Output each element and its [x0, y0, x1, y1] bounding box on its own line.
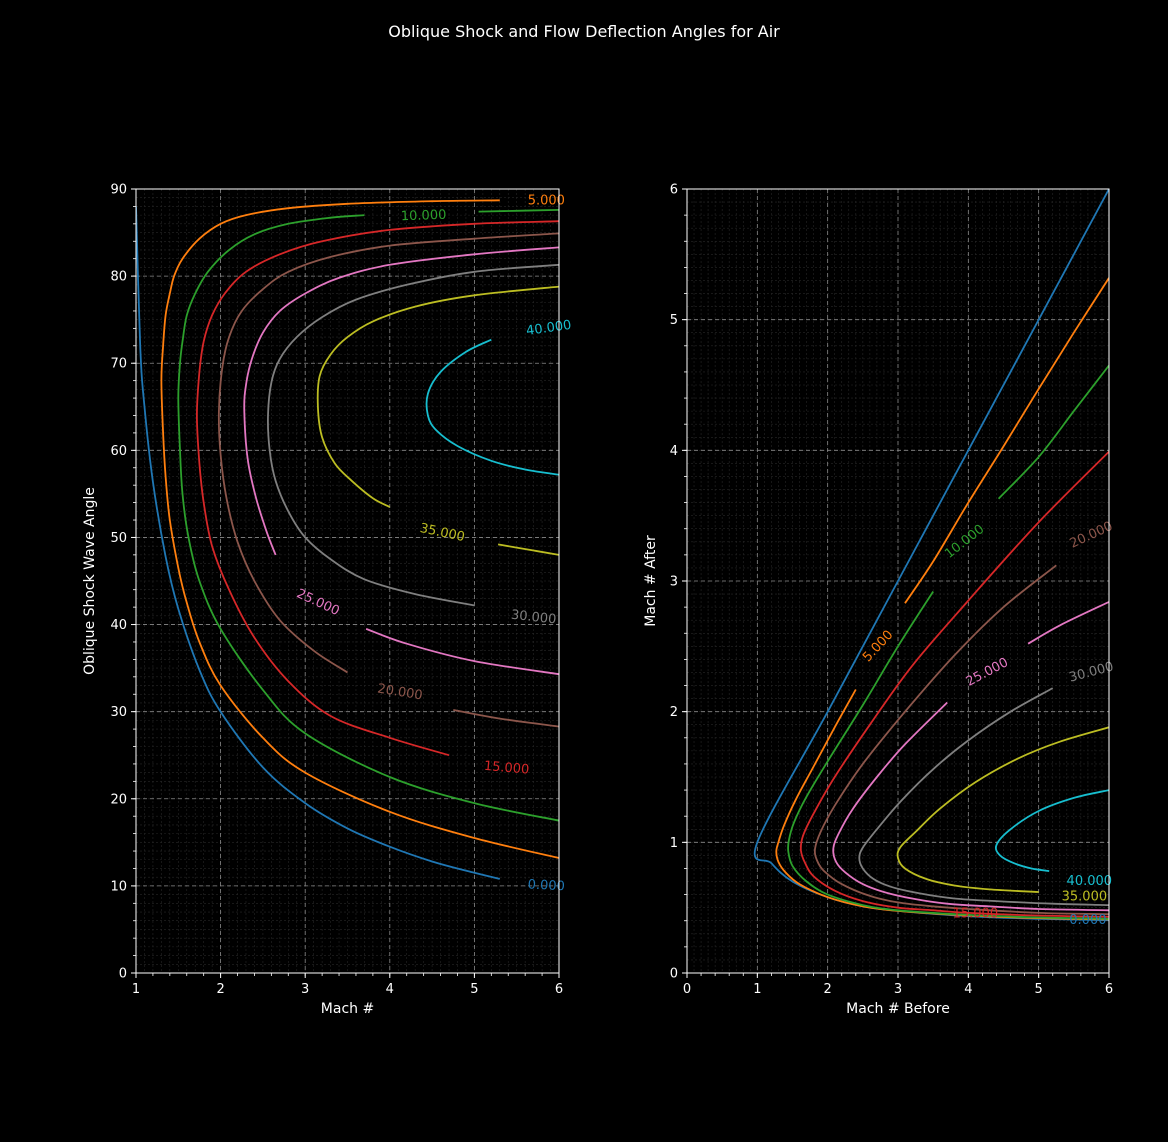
- contour-line-35.000-lower: [497, 543, 559, 556]
- contour-label-35.000: 35.000: [1062, 890, 1108, 905]
- figure-title: Oblique Shock and Flow Deflection Angles…: [388, 22, 780, 41]
- shock-angle-chart: 1 2 3 4 5 601020304050607080900.0005.00010.00…: [82, 183, 572, 1018]
- x-tick-label: 5: [1035, 982, 1043, 997]
- x-tick-label: 2: [824, 982, 832, 997]
- x-tick-label: 2: [216, 982, 224, 997]
- y-tick-label: 6: [670, 183, 678, 198]
- contour-label-15.000: 15.000: [953, 907, 999, 922]
- y-tick-label: 4: [670, 444, 678, 459]
- mach-after-chart: 0 1 2 3 4 5 601234560.0005.00010.00015.00020.0…: [643, 183, 1115, 1018]
- contour-line-10.000-upper: [478, 209, 559, 213]
- contour-line-5.000: [160, 199, 559, 859]
- contour-label-10.000: 10.000: [401, 208, 447, 225]
- plot-frame: [686, 188, 1110, 974]
- series-group: [136, 199, 559, 880]
- x-tick-label: 3: [894, 982, 902, 997]
- x-axis-label: Mach # Before: [846, 1001, 950, 1017]
- x-tick-label: 5: [470, 982, 478, 997]
- series-group: [753, 189, 1109, 922]
- y-axis-label: Oblique Shock Wave Angle: [82, 487, 98, 675]
- y-tick-label: 2: [670, 705, 678, 720]
- y-tick-label: 80: [110, 270, 127, 285]
- contour-line-15.000: [195, 220, 559, 757]
- contour-line-25.000-upper: [1027, 601, 1109, 645]
- contour-line-30.000: [858, 687, 1109, 906]
- x-tick-label: 0: [683, 982, 691, 997]
- x-tick-label: 1: [132, 982, 140, 997]
- y-tick-label: 10: [110, 879, 127, 894]
- y-tick-label: 30: [110, 705, 127, 720]
- contour-line-20.000: [813, 564, 1109, 916]
- contour-label-15.000: 15.000: [483, 759, 530, 778]
- contour-label-30.000: 30.000: [510, 608, 557, 628]
- y-tick-label: 40: [110, 618, 127, 633]
- contour-line-25.000-lower: [365, 628, 559, 676]
- contour-line-40.000: [994, 789, 1109, 872]
- contour-line-25.000: [243, 246, 559, 556]
- y-tick-label: 0: [119, 967, 127, 982]
- y-tick-label: 1: [670, 836, 678, 851]
- contour-line-0.000: [136, 206, 501, 880]
- x-tick-label: 4: [964, 982, 972, 997]
- contour-line-10.000-lower: [787, 591, 1109, 920]
- plot-frame: [135, 188, 560, 974]
- contour-label-40.000: 40.000: [1067, 874, 1113, 889]
- y-tick-label: 5: [670, 313, 678, 328]
- contour-line-25.000: [832, 701, 1109, 912]
- contour-line-20.000: [217, 232, 559, 674]
- y-tick-label: 3: [670, 575, 678, 590]
- contour-line-10.000: [177, 214, 559, 822]
- contour-line-20.000-lower: [453, 709, 559, 728]
- contour-label-5.000: 5.000: [528, 194, 565, 209]
- contour-label-40.000: 40.000: [525, 318, 572, 339]
- contour-line-35.000: [896, 726, 1109, 893]
- x-tick-label: 1: [753, 982, 761, 997]
- contour-label-20.000: 20.000: [376, 682, 423, 704]
- x-tick-label: 3: [301, 982, 309, 997]
- contour-line-35.000: [316, 285, 559, 508]
- y-tick-label: 20: [110, 792, 127, 807]
- y-tick-label: 0: [670, 967, 678, 982]
- contour-line-30.000: [267, 263, 559, 607]
- x-tick-label: 4: [386, 982, 394, 997]
- y-tick-label: 70: [110, 357, 127, 372]
- y-tick-label: 90: [110, 183, 127, 198]
- x-axis-label: Mach #: [321, 1001, 374, 1017]
- contour-label-0.000: 0.000: [527, 877, 565, 894]
- x-tick-label: 6: [1105, 982, 1113, 997]
- contour-line-40.000: [425, 338, 559, 476]
- contour-line-5.000: [904, 277, 1109, 604]
- contour-line-15.000: [799, 450, 1109, 918]
- y-axis-label: Mach # After: [643, 535, 659, 627]
- y-tick-label: 60: [110, 444, 127, 459]
- contour-line-10.000: [997, 364, 1109, 500]
- y-tick-label: 50: [110, 531, 127, 546]
- x-tick-label: 6: [555, 982, 563, 997]
- contour-label-0.000: 0.000: [1069, 913, 1106, 928]
